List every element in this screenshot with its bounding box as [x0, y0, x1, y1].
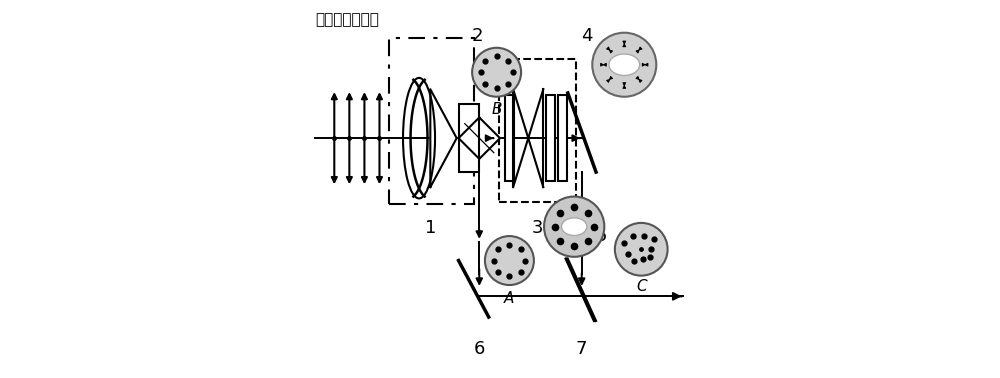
Polygon shape [459, 118, 500, 159]
Text: 4: 4 [581, 27, 592, 45]
Bar [571, 223, 592, 249]
Text: 6: 6 [474, 340, 485, 358]
Text: 3: 3 [532, 219, 543, 237]
Text: B: B [491, 102, 502, 118]
Text: C: C [636, 279, 647, 294]
Bar [459, 104, 479, 172]
Bar [546, 95, 555, 181]
Text: 2: 2 [472, 27, 483, 45]
Bar [558, 95, 567, 181]
Ellipse shape [609, 54, 640, 76]
Text: 待转换入射激光: 待转换入射激光 [315, 12, 379, 27]
Circle shape [615, 223, 668, 276]
Text: 5: 5 [596, 227, 608, 245]
Polygon shape [430, 89, 457, 187]
Text: 7: 7 [576, 340, 587, 358]
Circle shape [485, 236, 534, 285]
Text: A: A [504, 291, 515, 306]
Text: 1: 1 [425, 219, 436, 237]
Circle shape [592, 33, 656, 97]
Circle shape [544, 197, 604, 257]
Bar [505, 95, 514, 181]
Circle shape [472, 48, 521, 97]
Ellipse shape [562, 218, 587, 235]
